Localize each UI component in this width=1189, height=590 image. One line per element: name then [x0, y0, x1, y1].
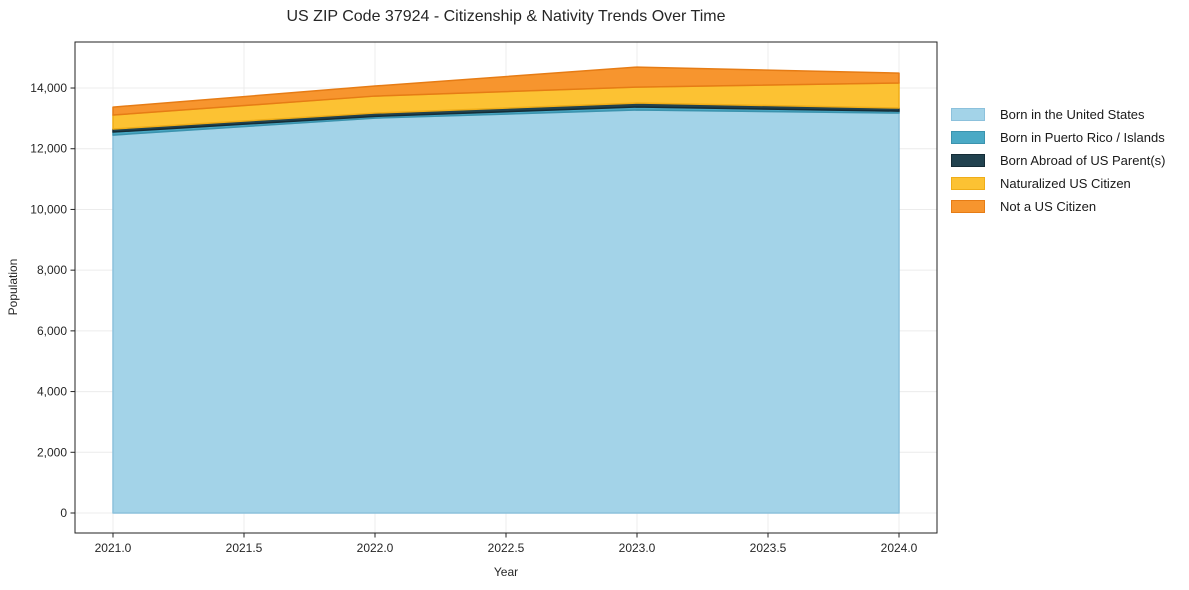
legend-label: Naturalized US Citizen [1000, 176, 1131, 191]
legend-swatch [951, 131, 985, 144]
legend-item-born-in-puerto-rico-islands: Born in Puerto Rico / Islands [951, 126, 1165, 149]
x-tick-label: 2023.0 [619, 541, 656, 555]
y-tick-label: 6,000 [37, 324, 67, 338]
legend-swatch [951, 154, 985, 167]
area-born-in-the-united-states [112, 109, 900, 514]
legend-label: Not a US Citizen [1000, 199, 1097, 214]
y-tick-label: 4,000 [37, 385, 67, 399]
legend: Born in the United States Born in Puerto … [951, 103, 1165, 218]
x-axis-label: Year [493, 565, 519, 579]
legend-item-not-a-us-citizen: Not a US Citizen [951, 195, 1165, 218]
area-not-a-us-citizen [112, 66, 900, 116]
y-tick-label: 8,000 [37, 263, 67, 277]
x-tick-label: 2022.5 [488, 541, 525, 555]
legend-label: Born in the United States [1000, 107, 1145, 122]
legend-item-naturalized-us-citizen: Naturalized US Citizen [951, 172, 1165, 195]
legend-swatch [951, 200, 985, 213]
legend-label: Born in Puerto Rico / Islands [1000, 130, 1165, 145]
y-axis-label: Population [6, 258, 20, 316]
legend-item-born-abroad-of-us-parent-s: Born Abroad of US Parent(s) [951, 149, 1165, 172]
x-tick-label: 2021.0 [95, 541, 132, 555]
x-tick-label: 2021.5 [226, 541, 263, 555]
x-tick-label: 2024.0 [881, 541, 918, 555]
legend-item-born-in-the-united-states: Born in the United States [951, 103, 1165, 126]
legend-swatch [951, 108, 985, 121]
y-tick-label: 2,000 [37, 445, 67, 459]
y-tick-label: 12,000 [30, 142, 67, 156]
x-tick-label: 2022.0 [357, 541, 394, 555]
legend-swatch [951, 177, 985, 190]
chart-title: US ZIP Code 37924 - Citizenship & Nativi… [286, 8, 726, 25]
x-tick-label: 2023.5 [750, 541, 787, 555]
y-tick-label: 10,000 [30, 202, 67, 216]
legend-label: Born Abroad of US Parent(s) [1000, 153, 1166, 168]
y-tick-label: 14,000 [30, 81, 67, 95]
y-tick-label: 0 [60, 506, 67, 520]
